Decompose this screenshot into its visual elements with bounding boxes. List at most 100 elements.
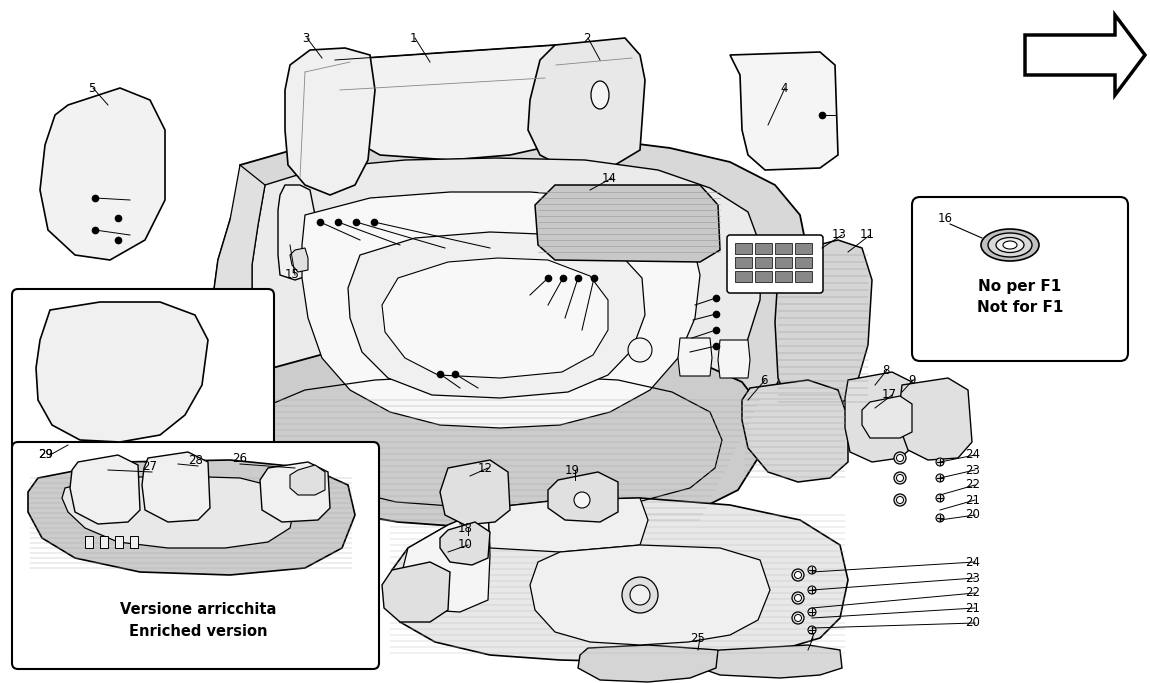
Text: 25: 25 [690,632,705,645]
FancyBboxPatch shape [12,442,380,669]
Bar [775,257,792,268]
Polygon shape [549,472,618,522]
Circle shape [628,338,652,362]
Circle shape [894,472,906,484]
Circle shape [792,592,804,604]
Polygon shape [678,338,712,376]
Polygon shape [302,192,700,428]
Polygon shape [402,508,490,612]
Circle shape [936,514,944,522]
Polygon shape [488,498,647,552]
Polygon shape [325,45,570,160]
Text: 22: 22 [965,479,980,492]
Polygon shape [36,302,208,442]
Text: 9: 9 [908,374,915,387]
Text: 23: 23 [965,464,980,477]
Polygon shape [40,88,164,260]
Polygon shape [290,248,308,272]
Text: 10: 10 [458,538,473,551]
Polygon shape [285,48,375,195]
Polygon shape [440,522,490,565]
Circle shape [897,454,904,462]
Polygon shape [85,536,93,548]
Text: 1: 1 [411,31,417,44]
Polygon shape [260,462,330,522]
Text: 14: 14 [601,171,618,184]
Circle shape [936,494,944,502]
Polygon shape [348,232,645,398]
Text: 2: 2 [583,31,590,44]
Polygon shape [388,498,848,662]
Text: 21: 21 [965,494,980,507]
Polygon shape [862,396,912,438]
Text: 7: 7 [808,632,815,645]
Bar [735,271,752,282]
Text: 27: 27 [141,460,158,473]
Text: 29: 29 [38,449,53,462]
Text: Not for F1: Not for F1 [976,301,1064,316]
Bar [775,243,792,254]
Text: 11: 11 [860,229,875,242]
Bar [735,257,752,268]
Polygon shape [535,185,720,262]
Polygon shape [440,460,509,525]
Text: 20: 20 [965,617,980,630]
Ellipse shape [591,81,610,109]
Circle shape [792,612,804,624]
Circle shape [894,452,906,464]
Polygon shape [115,536,123,548]
Circle shape [795,572,802,579]
Text: 26: 26 [232,451,247,464]
Polygon shape [742,380,848,482]
Text: No per F1: No per F1 [979,279,1061,294]
Circle shape [897,497,904,503]
Polygon shape [382,258,608,378]
Polygon shape [141,452,210,522]
Text: 19: 19 [565,464,580,477]
Circle shape [808,626,816,634]
Text: 22: 22 [965,587,980,600]
Polygon shape [218,345,762,528]
Polygon shape [70,455,140,524]
Bar [756,257,772,268]
Text: 12: 12 [478,462,493,475]
Bar [795,271,812,282]
Polygon shape [62,476,296,548]
Text: 5: 5 [89,81,95,94]
Polygon shape [278,185,315,280]
Text: 17: 17 [882,389,897,402]
Text: 15: 15 [285,268,300,281]
Text: 4: 4 [780,81,788,94]
Polygon shape [775,240,872,415]
Bar [795,243,812,254]
Circle shape [894,494,906,506]
Text: 28: 28 [187,454,202,466]
Polygon shape [130,536,138,548]
Circle shape [936,458,944,466]
Circle shape [808,566,816,574]
Text: 24: 24 [965,555,980,568]
Circle shape [897,475,904,482]
Polygon shape [730,52,838,170]
Text: 29: 29 [38,449,53,462]
Polygon shape [382,562,450,622]
Circle shape [630,585,650,605]
Ellipse shape [996,238,1024,253]
Ellipse shape [981,229,1038,261]
Text: 6: 6 [760,374,767,387]
Text: 8: 8 [882,363,889,376]
Circle shape [574,492,590,508]
Ellipse shape [988,233,1032,257]
Circle shape [795,594,802,602]
FancyBboxPatch shape [912,197,1128,361]
Polygon shape [700,645,842,678]
Polygon shape [530,545,770,645]
FancyBboxPatch shape [727,235,823,293]
Text: 23: 23 [965,572,980,585]
Text: Versione arricchita: Versione arricchita [120,602,276,617]
Polygon shape [212,135,808,490]
Bar [756,243,772,254]
Text: 21: 21 [965,602,980,615]
Polygon shape [718,340,750,378]
Polygon shape [578,645,718,682]
